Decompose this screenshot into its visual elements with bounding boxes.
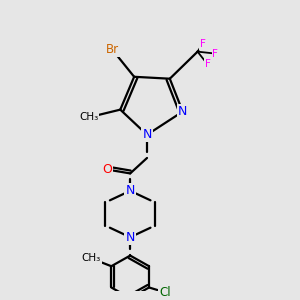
Text: N: N [142, 128, 152, 141]
Text: CH₃: CH₃ [82, 254, 101, 263]
Text: Cl: Cl [159, 286, 171, 299]
Text: Br: Br [106, 43, 119, 56]
Text: F: F [212, 49, 218, 58]
Text: F: F [205, 59, 210, 69]
Text: CH₃: CH₃ [79, 112, 98, 122]
Text: F: F [200, 39, 206, 49]
Text: O: O [103, 163, 112, 176]
Text: N: N [178, 105, 188, 118]
Text: N: N [125, 231, 135, 244]
Text: N: N [125, 184, 135, 197]
